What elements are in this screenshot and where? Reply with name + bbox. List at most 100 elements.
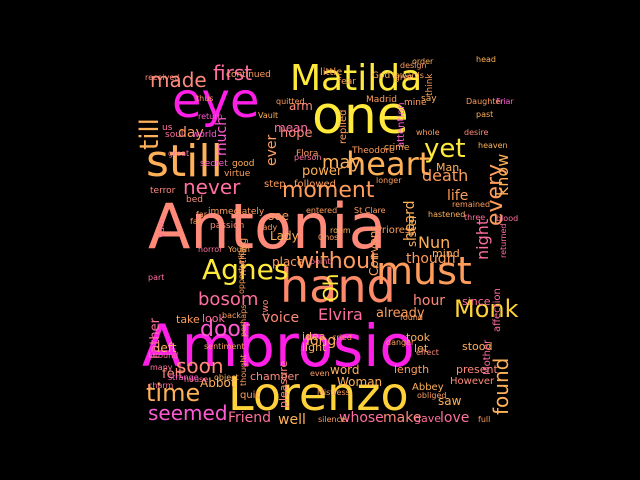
word-order: order <box>412 57 434 66</box>
word-much: much <box>214 117 230 156</box>
word-woman: Woman <box>337 375 382 389</box>
word-father: Father <box>148 317 163 359</box>
word-see: see <box>268 209 289 223</box>
word-hand: hand <box>280 259 396 313</box>
word-though: though <box>406 251 456 267</box>
word-arm: arm <box>289 99 313 113</box>
word-never: never <box>183 175 241 199</box>
word-heard: heard <box>402 201 418 241</box>
word-st-clare: St Clare <box>354 206 386 215</box>
word-thought: thought <box>239 355 248 386</box>
word-many: many <box>150 363 173 372</box>
word-design: design <box>400 61 427 70</box>
word-sister: sister <box>405 214 419 247</box>
word-ghost: Ghost <box>318 233 341 242</box>
word-place: place <box>272 255 304 269</box>
word-mean: mean <box>274 121 308 135</box>
word-left: left <box>157 341 177 355</box>
word-part: part <box>148 273 164 282</box>
word-night: night <box>473 219 492 260</box>
word-even: even <box>310 369 330 378</box>
word-continued: continued <box>226 70 271 80</box>
word-heaven: heaven <box>478 141 508 150</box>
word-replied: replied <box>338 110 349 144</box>
word-abbot: Abbot <box>200 376 236 390</box>
word-without: without <box>296 249 379 274</box>
word-strange: strange <box>168 373 199 382</box>
word-god: God <box>372 71 390 81</box>
word-look: look <box>202 312 226 325</box>
word-world: world <box>192 130 217 140</box>
word-chamber: chamber <box>250 370 299 383</box>
word-remained: remained <box>452 200 490 209</box>
word-returned: returned <box>499 224 508 258</box>
word-elvira: Elvira <box>318 305 363 324</box>
word-flora: Flora <box>296 149 318 159</box>
word-far: far <box>190 217 202 226</box>
word-death: death <box>422 166 468 185</box>
word-affection: affection <box>492 288 503 332</box>
word-round: round <box>155 351 178 360</box>
word-time: time <box>146 379 200 407</box>
word-perhaps: perhaps <box>239 305 248 337</box>
word-hastened: hastened <box>428 210 465 219</box>
word-since: since <box>462 295 491 308</box>
word-took: took <box>406 331 431 344</box>
word-longer: longer <box>376 176 402 185</box>
word-three: three <box>464 213 485 222</box>
word-soon: soon <box>176 354 224 378</box>
word-found: found <box>489 358 513 415</box>
word-whole: whole <box>416 128 440 137</box>
word-opportunity: opportunity <box>237 247 246 294</box>
word-still: still <box>146 136 223 187</box>
word-light: light <box>302 341 327 354</box>
word-life: life <box>447 188 468 204</box>
word-matilda: Matilda <box>290 58 422 99</box>
word-lady: Lady <box>270 229 299 243</box>
word-felt: felt <box>162 367 183 382</box>
word-great: great <box>168 149 189 158</box>
word-give: give <box>394 73 414 83</box>
word-one: one <box>312 86 409 146</box>
word-vain: vain <box>157 219 167 238</box>
word-madrid: Madrid <box>366 95 397 105</box>
word-make: make <box>383 410 421 426</box>
word-virtue: virtue <box>224 169 251 179</box>
word-may: may <box>322 152 362 173</box>
word-youth: Youth <box>227 245 250 254</box>
word-must: must <box>376 249 472 293</box>
word-blood: blood <box>496 214 518 223</box>
word-mother: Mother <box>482 339 493 375</box>
word-seemed: seemed <box>148 401 228 425</box>
word-eye: eye <box>172 73 259 129</box>
word-yet: yet <box>424 134 466 164</box>
word-take: take <box>176 313 200 326</box>
word-back: back <box>222 311 241 320</box>
word-mine: mine <box>404 98 427 108</box>
word-lorenzo: Lorenzo <box>228 367 409 421</box>
word-vault: Vault <box>258 111 278 120</box>
word-idea: idea <box>302 330 326 343</box>
word-friend: Friend <box>228 410 271 426</box>
word-soul: soul <box>165 130 183 140</box>
word-bed: bed <box>186 195 203 205</box>
word-followed: followed <box>294 179 336 190</box>
word-first: first <box>213 61 252 85</box>
word-convent: Convent <box>367 226 381 276</box>
word-return: return <box>198 112 222 121</box>
word-love: love <box>440 410 469 426</box>
word-point: point <box>310 257 330 266</box>
word-full: full <box>478 415 490 424</box>
word-long: long <box>306 333 336 349</box>
word-pleasure: pleasure <box>277 360 290 408</box>
word-step: step <box>264 179 286 190</box>
word-well: well <box>278 412 306 428</box>
word-secret: secret <box>200 159 228 169</box>
word-man: Man <box>436 161 459 174</box>
word-obliged: obliged <box>417 391 447 400</box>
word-past: past <box>476 110 493 119</box>
word-daughter: Daughter <box>466 97 504 106</box>
word-cried: cried <box>332 333 352 342</box>
word-however: However <box>450 376 495 387</box>
word-say: say <box>421 94 437 104</box>
